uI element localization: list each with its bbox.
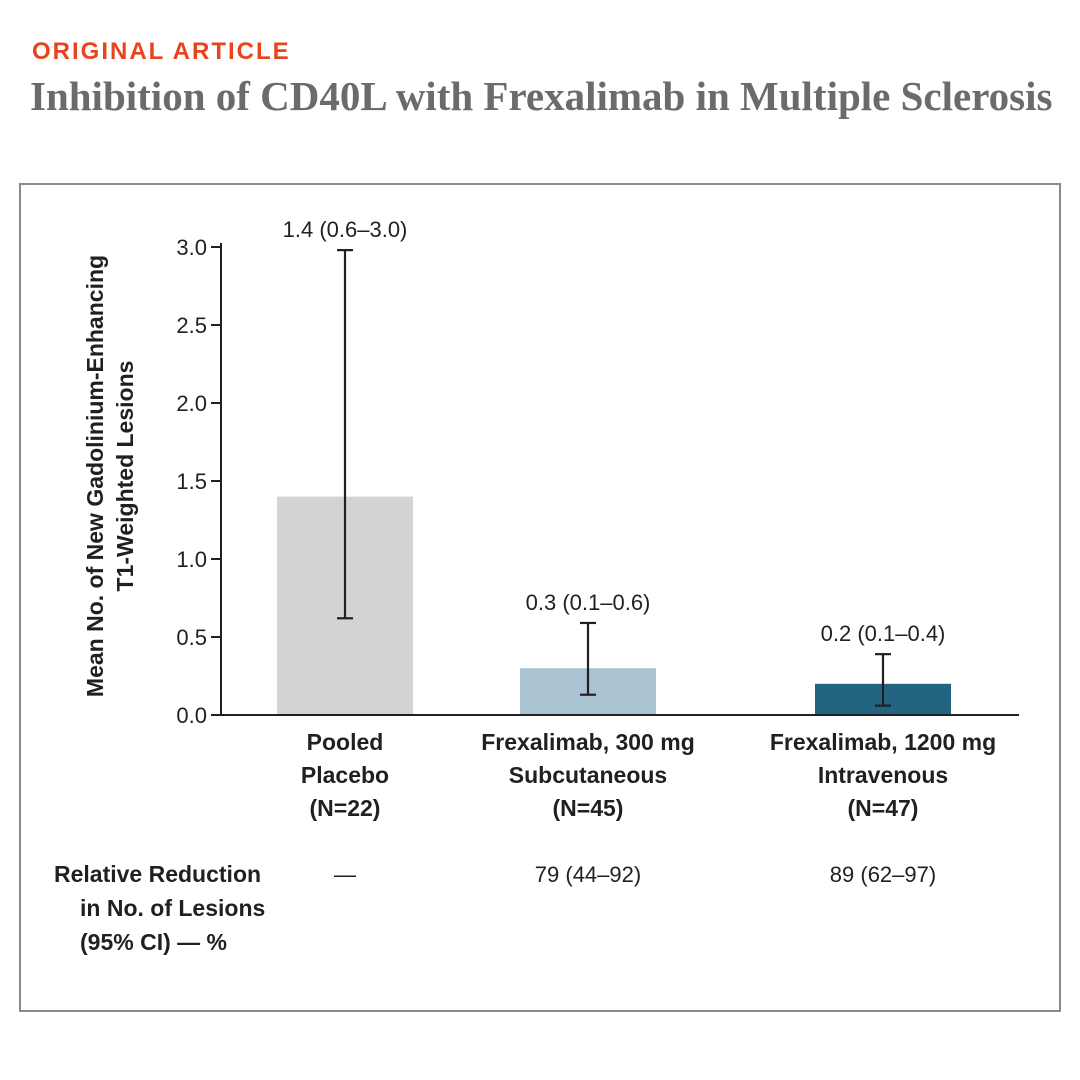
- data-label-3: 0.2 (0.1–0.4): [821, 621, 946, 646]
- table-header-line-2: in No. of Lesions: [80, 895, 265, 921]
- category-label-3-line-3: (N=47): [848, 795, 919, 821]
- table-header-line-1: Relative Reduction: [54, 861, 261, 887]
- category-label-3-line-1: Frexalimab, 1200 mg: [770, 729, 996, 755]
- y-tick-label-6: 3.0: [176, 235, 207, 260]
- data-label-2: 0.3 (0.1–0.6): [526, 590, 651, 615]
- relative-reduction-value-2: 79 (44–92): [535, 862, 641, 887]
- category-label-2-line-1: Frexalimab, 300 mg: [481, 729, 695, 755]
- y-axis-label-line-1: Mean No. of New Gadolinium-Enhancing: [82, 255, 108, 697]
- article-type-label: ORIGINAL ARTICLE: [32, 38, 291, 65]
- y-tick-label-3: 1.5: [176, 469, 207, 494]
- category-label-1-line-2: Placebo: [301, 762, 389, 788]
- category-label-3-line-2: Intravenous: [818, 762, 948, 788]
- category-label-1-line-1: Pooled: [307, 729, 384, 755]
- y-tick-label-0: 0.0: [176, 703, 207, 728]
- category-label-2-line-2: Subcutaneous: [509, 762, 667, 788]
- table-header-line-3: (95% CI) — %: [80, 929, 227, 955]
- y-tick-label-4: 2.0: [176, 391, 207, 416]
- y-axis-label-line-2: T1-Weighted Lesions: [112, 361, 138, 592]
- category-label-2-line-3: (N=45): [553, 795, 624, 821]
- relative-reduction-value-3: 89 (62–97): [830, 862, 936, 887]
- figure-frame: [19, 183, 1061, 1012]
- category-label-1-line-3: (N=22): [310, 795, 381, 821]
- y-tick-label-2: 1.0: [176, 547, 207, 572]
- y-tick-label-1: 0.5: [176, 625, 207, 650]
- data-label-1: 1.4 (0.6–3.0): [283, 217, 408, 242]
- y-tick-label-5: 2.5: [176, 313, 207, 338]
- article-title: Inhibition of CD40L with Frexalimab in M…: [30, 73, 1053, 119]
- relative-reduction-value-1: —: [334, 862, 356, 887]
